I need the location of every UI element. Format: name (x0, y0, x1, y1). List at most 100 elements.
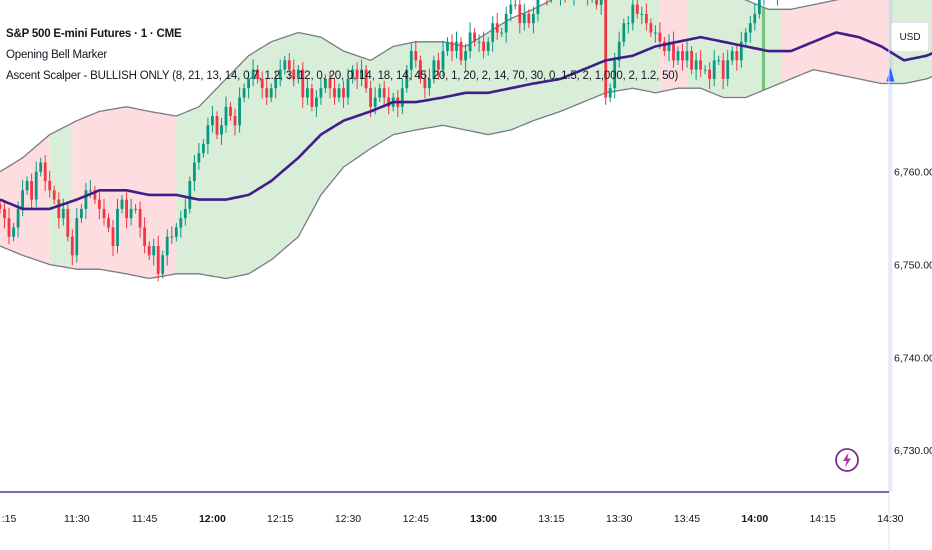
candle-body (631, 4, 635, 24)
candle (70, 229, 74, 266)
candle-body (306, 88, 309, 98)
candle-body (138, 208, 142, 228)
candle-body (7, 218, 11, 237)
candle (455, 31, 458, 59)
y-tick-label: 6,760.00 (894, 167, 932, 179)
candle (748, 15, 752, 43)
candle (75, 207, 79, 263)
candle-body (676, 51, 680, 61)
candle-body (373, 97, 377, 107)
candle-body (464, 51, 467, 61)
candle (405, 65, 409, 93)
candle-body (617, 41, 621, 61)
candle-body (459, 41, 463, 61)
candle-body (43, 162, 47, 182)
candle (690, 46, 693, 75)
symbol-title[interactable]: S&P 500 E-mini Futures · 1 · CME (6, 28, 182, 40)
candle (66, 204, 70, 242)
candle-body (726, 60, 730, 79)
candle-body (183, 208, 187, 219)
candle (93, 185, 97, 205)
candle-body (369, 88, 372, 107)
candle-body (242, 88, 246, 98)
x-tick-label: 12:00 (199, 513, 226, 525)
candle (739, 31, 743, 68)
candle (0, 199, 2, 214)
candle (419, 55, 422, 84)
candle (378, 83, 382, 103)
candle-body (645, 13, 648, 24)
candle (694, 52, 698, 80)
candle (116, 198, 119, 254)
candle-body (0, 204, 2, 209)
currency-button[interactable]: USD (891, 22, 929, 52)
candle-body (215, 116, 219, 135)
candle (509, 0, 513, 22)
candle (43, 155, 47, 192)
candle-body (649, 23, 653, 33)
candle-body (134, 208, 137, 210)
candle (202, 139, 205, 158)
candle-body (532, 13, 535, 24)
indicator-opening-bell[interactable]: Opening Bell Marker (6, 49, 108, 61)
candle-body (84, 190, 88, 209)
candle (464, 43, 467, 71)
candle-body (116, 208, 119, 246)
candle (482, 31, 485, 59)
candle-body (21, 190, 24, 209)
candle-body (455, 41, 458, 52)
candle-body (143, 227, 146, 246)
candle (306, 78, 309, 105)
candle-body (690, 51, 693, 70)
candle-body (98, 199, 101, 209)
candle-body (287, 60, 291, 70)
candle (532, 6, 535, 34)
candle-body (174, 227, 178, 237)
candle (735, 43, 739, 71)
candle-body (360, 69, 363, 79)
candle-body (283, 60, 287, 70)
candle (138, 201, 142, 238)
candle-body (730, 51, 734, 61)
y-tick-label: 6,740.00 (894, 352, 932, 364)
candle (459, 37, 463, 65)
candle-body (663, 41, 666, 52)
candle-body (25, 181, 29, 191)
lightning-logo-icon[interactable] (834, 447, 860, 473)
candle-body (211, 116, 214, 126)
opening-bell-highlight (888, 0, 893, 492)
candle (432, 55, 436, 84)
candle-body (721, 60, 725, 79)
candle (39, 157, 43, 177)
candle (617, 31, 621, 68)
candle (473, 27, 476, 47)
candle (34, 161, 38, 207)
candle-body (337, 88, 341, 98)
candle (649, 18, 653, 38)
candle-body (351, 69, 354, 79)
candle-body (80, 208, 83, 219)
candle-body (265, 88, 269, 98)
candle (7, 207, 11, 245)
candle (233, 108, 237, 136)
candle (712, 50, 716, 87)
candle (518, 0, 522, 34)
candle-body (513, 4, 517, 6)
candle-body (378, 88, 382, 98)
candle (48, 170, 52, 198)
candle-body (739, 41, 743, 61)
candle (120, 194, 124, 214)
candle (337, 83, 341, 103)
candle (183, 198, 187, 226)
x-tick-label: 12:15 (267, 513, 293, 525)
candle (730, 46, 734, 65)
candle (57, 192, 61, 229)
indicator-ascent-scalper[interactable]: Ascent Scalper - BULLISH ONLY (8, 21, 13… (6, 70, 679, 82)
candle (645, 3, 648, 31)
candle (672, 31, 675, 68)
candle-body (667, 41, 671, 52)
candle-body (536, 0, 540, 15)
candle-body (120, 199, 124, 209)
candle-body (748, 23, 752, 33)
